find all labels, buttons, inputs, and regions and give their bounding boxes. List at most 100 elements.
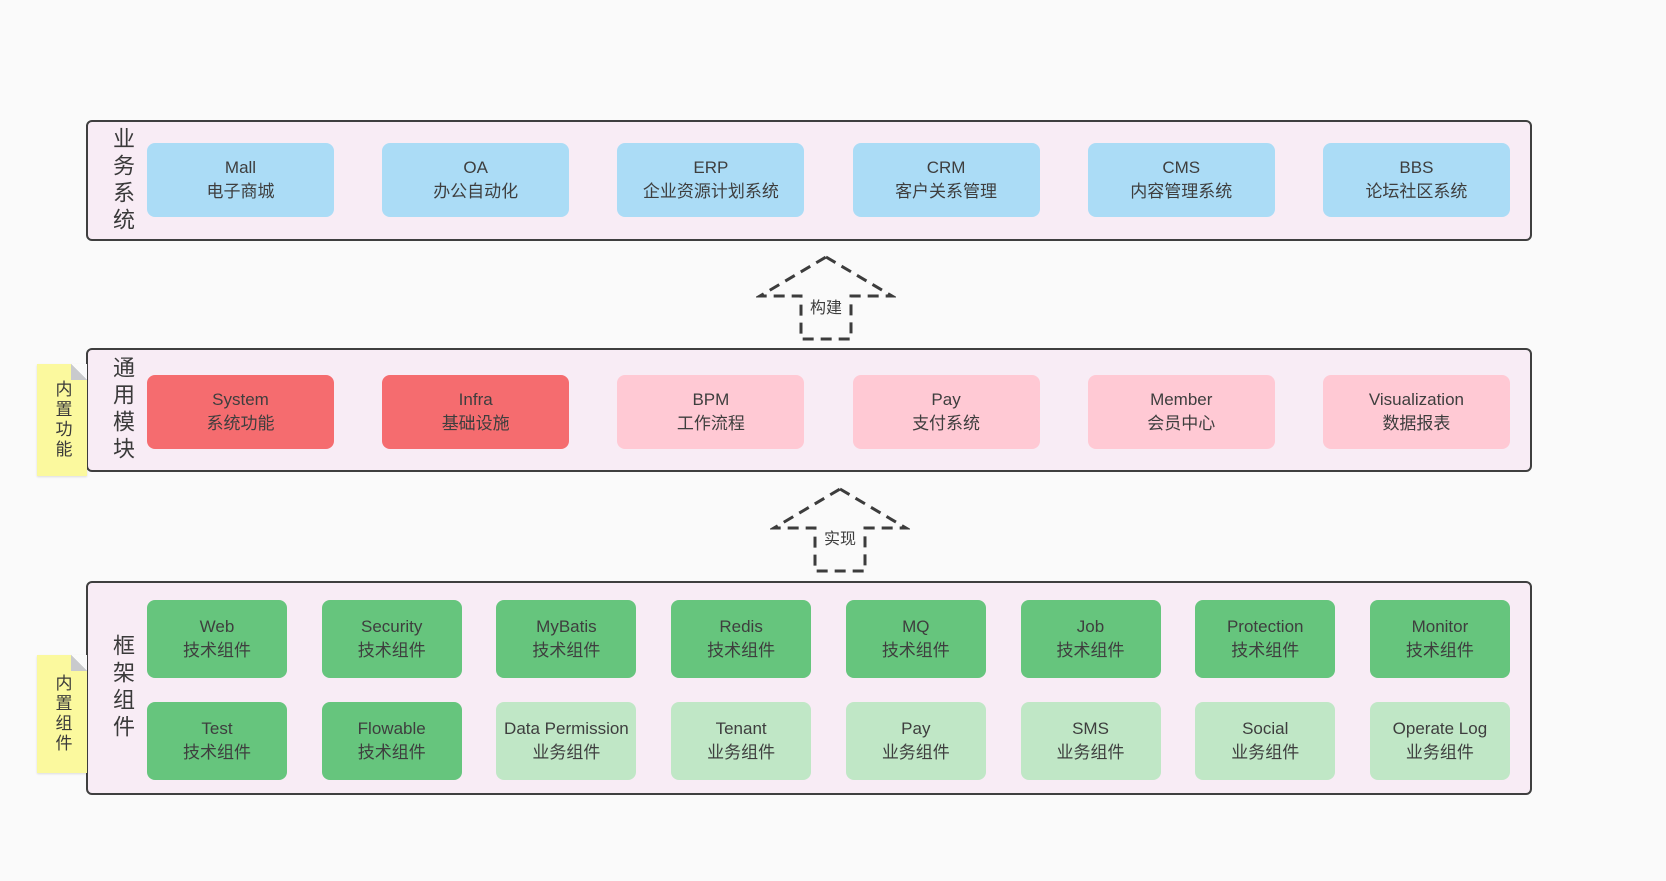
sticky-note-built-in-functions: 内置功能 bbox=[37, 364, 87, 476]
box-mybatis: MyBatis 技术组件 bbox=[496, 600, 637, 678]
box-title: Flowable bbox=[357, 718, 426, 738]
box-subtitle: 客户关系管理 bbox=[895, 182, 998, 201]
box-member: Member 会员中心 bbox=[1087, 375, 1275, 449]
box-system: System 系统功能 bbox=[147, 375, 334, 449]
box-subtitle: 办公自动化 bbox=[433, 182, 519, 201]
box-subtitle: 电子商城 bbox=[206, 182, 275, 201]
section-business-systems: 业务系统 Mall 电子商城 OA 办公自动化 ERP 企业资源计划系统 CRM… bbox=[86, 120, 1532, 241]
box-subtitle: 企业资源计划系统 bbox=[642, 182, 779, 201]
box-social: Social 业务组件 bbox=[1195, 702, 1336, 780]
box-title: Member bbox=[1150, 389, 1213, 409]
box-bpm: BPM 工作流程 bbox=[617, 375, 805, 449]
box-test: Test 技术组件 bbox=[147, 702, 287, 780]
box-title: Redis bbox=[719, 616, 763, 636]
box-title: System bbox=[212, 389, 269, 409]
box-title: CMS bbox=[1162, 157, 1201, 177]
box-title: OA bbox=[463, 157, 488, 177]
box-subtitle: 系统功能 bbox=[206, 414, 275, 433]
box-title: Test bbox=[201, 718, 233, 738]
box-security: Security 技术组件 bbox=[321, 600, 462, 678]
box-mq: MQ 技术组件 bbox=[845, 600, 986, 678]
box-mall: Mall 电子商城 bbox=[147, 143, 334, 217]
box-infra: Infra 基础设施 bbox=[382, 375, 570, 449]
box-sms: SMS 业务组件 bbox=[1020, 702, 1161, 780]
box-subtitle: 技术组件 bbox=[183, 641, 251, 660]
build-arrow-icon bbox=[756, 255, 896, 341]
box-oa: OA 办公自动化 bbox=[382, 143, 570, 217]
implement-arrow-label: 实现 bbox=[820, 523, 860, 551]
folded-corner-icon bbox=[71, 655, 87, 671]
sticky-note-text: 内置功能 bbox=[52, 380, 72, 460]
box-subtitle: 业务组件 bbox=[1231, 743, 1300, 762]
box-title: Protection bbox=[1226, 616, 1304, 636]
box-subtitle: 业务组件 bbox=[707, 743, 776, 762]
box-subtitle: 技术组件 bbox=[881, 641, 950, 660]
box-subtitle: 技术组件 bbox=[183, 743, 251, 762]
box-subtitle: 支付系统 bbox=[912, 414, 981, 433]
build-arrow-label: 构建 bbox=[806, 292, 846, 320]
box-protection: Protection 技术组件 bbox=[1195, 600, 1336, 678]
box-subtitle: 技术组件 bbox=[357, 743, 426, 762]
section-common-modules-label: 通用模块 bbox=[110, 356, 135, 464]
framework-components-row-2: Test 技术组件 Flowable 技术组件 Data Permission … bbox=[147, 702, 1510, 780]
box-pay-component: Pay 业务组件 bbox=[845, 702, 986, 780]
box-flowable: Flowable 技术组件 bbox=[321, 702, 462, 780]
box-subtitle: 技术组件 bbox=[1056, 641, 1125, 660]
box-cms: CMS 内容管理系统 bbox=[1087, 143, 1275, 217]
box-operate-log: Operate Log 业务组件 bbox=[1369, 702, 1510, 780]
box-title: Mall bbox=[224, 157, 257, 177]
box-title: BPM bbox=[692, 389, 730, 409]
box-tenant: Tenant 业务组件 bbox=[671, 702, 812, 780]
framework-components-row-1: Web 技术组件 Security 技术组件 MyBatis 技术组件 Redi… bbox=[147, 600, 1510, 678]
section-framework-components: 框架组件 Web 技术组件 Security 技术组件 MyBatis 技术组件… bbox=[86, 581, 1532, 795]
box-subtitle: 数据报表 bbox=[1382, 414, 1451, 433]
section-common-modules: 通用模块 System 系统功能 Infra 基础设施 BPM 工作流程 Pay… bbox=[86, 348, 1532, 472]
box-title: Visualization bbox=[1368, 389, 1464, 409]
box-title: MyBatis bbox=[536, 616, 597, 636]
box-bbs: BBS 论坛社区系统 bbox=[1322, 143, 1510, 217]
box-job: Job 技术组件 bbox=[1020, 600, 1161, 678]
common-modules-row: System 系统功能 Infra 基础设施 BPM 工作流程 Pay 支付系统… bbox=[147, 375, 1510, 449]
box-title: Social bbox=[1242, 718, 1289, 738]
box-web: Web 技术组件 bbox=[147, 600, 287, 678]
box-redis: Redis 技术组件 bbox=[671, 600, 812, 678]
box-title: ERP bbox=[693, 157, 729, 177]
box-title: Monitor bbox=[1411, 616, 1469, 636]
box-title: Infra bbox=[458, 389, 493, 409]
box-title: Web bbox=[199, 616, 235, 636]
sticky-note-text: 内置组件 bbox=[52, 674, 72, 754]
box-title: Tenant bbox=[715, 718, 767, 738]
box-title: BBS bbox=[1399, 157, 1434, 177]
box-title: Pay bbox=[931, 389, 961, 409]
box-subtitle: 技术组件 bbox=[707, 641, 776, 660]
box-monitor: Monitor 技术组件 bbox=[1369, 600, 1510, 678]
box-erp: ERP 企业资源计划系统 bbox=[617, 143, 805, 217]
box-title: Pay bbox=[901, 718, 931, 738]
sticky-note-built-in-components: 内置组件 bbox=[37, 655, 87, 773]
box-subtitle: 论坛社区系统 bbox=[1365, 182, 1468, 201]
section-framework-components-label: 框架组件 bbox=[110, 634, 135, 742]
box-subtitle: 业务组件 bbox=[1405, 743, 1474, 762]
box-data-permission: Data Permission 业务组件 bbox=[496, 702, 637, 780]
box-pay-module: Pay 支付系统 bbox=[852, 375, 1040, 449]
box-subtitle: 技术组件 bbox=[1231, 641, 1300, 660]
box-subtitle: 技术组件 bbox=[357, 641, 426, 660]
box-subtitle: 工作流程 bbox=[676, 414, 745, 433]
box-title: CRM bbox=[926, 157, 966, 177]
box-subtitle: 基础设施 bbox=[441, 414, 510, 433]
box-subtitle: 业务组件 bbox=[1056, 743, 1125, 762]
folded-corner-icon bbox=[71, 364, 87, 380]
box-title: MQ bbox=[902, 616, 930, 636]
box-title: Data Permission bbox=[504, 718, 629, 738]
box-subtitle: 技术组件 bbox=[532, 641, 601, 660]
box-title: Security bbox=[360, 616, 423, 636]
box-crm: CRM 客户关系管理 bbox=[852, 143, 1040, 217]
box-title: Operate Log bbox=[1392, 718, 1488, 738]
box-subtitle: 业务组件 bbox=[881, 743, 950, 762]
box-subtitle: 会员中心 bbox=[1147, 414, 1216, 433]
box-subtitle: 业务组件 bbox=[532, 743, 601, 762]
box-visualization: Visualization 数据报表 bbox=[1322, 375, 1510, 449]
box-subtitle: 内容管理系统 bbox=[1130, 182, 1233, 201]
implement-arrow-icon bbox=[770, 487, 910, 573]
